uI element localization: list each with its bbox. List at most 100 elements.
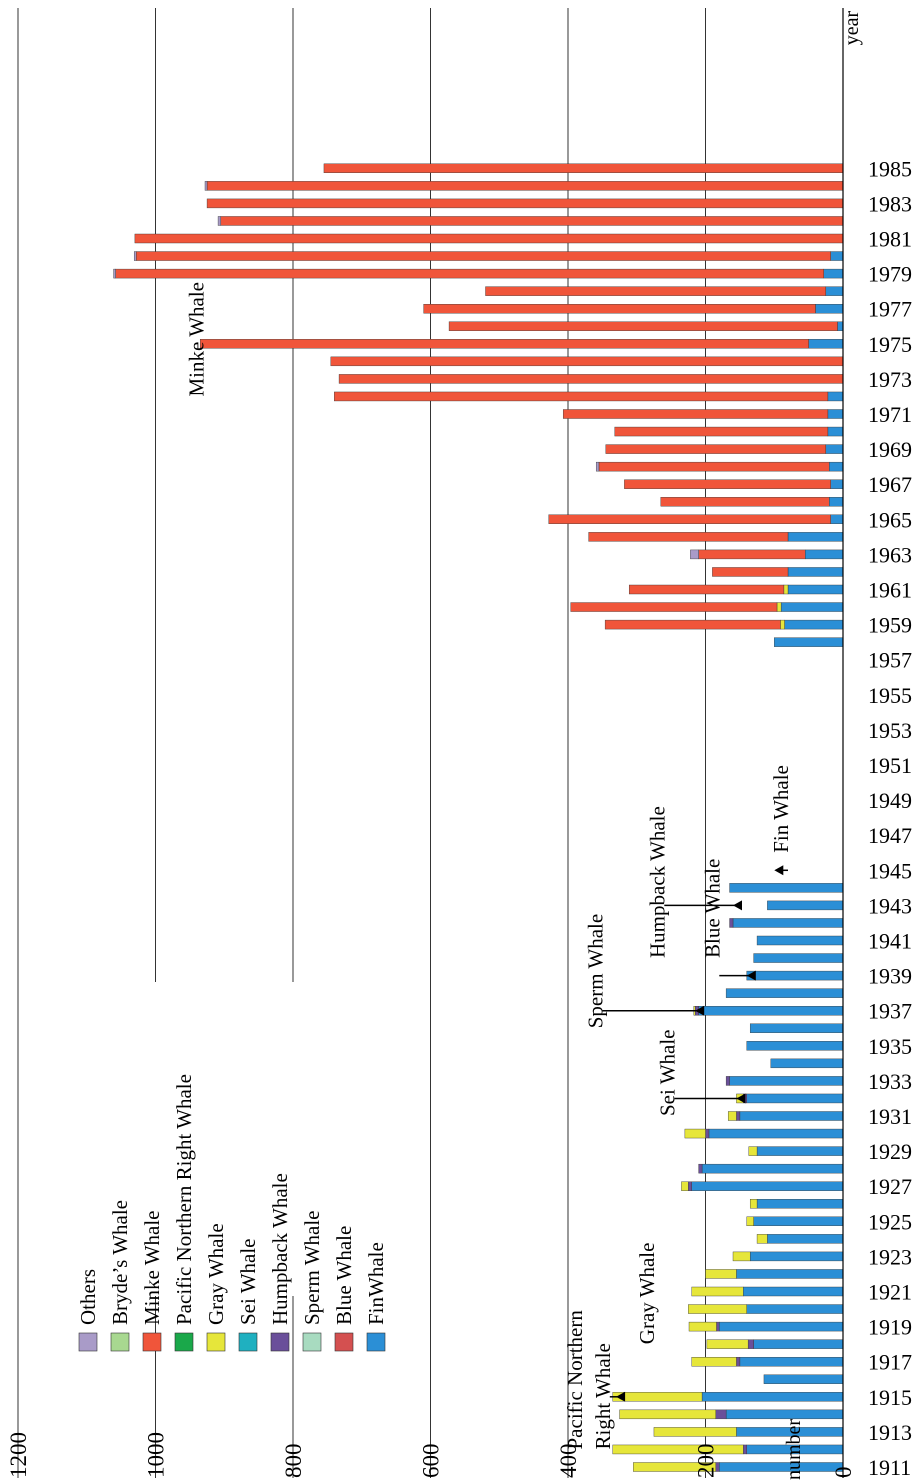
bar-1928-humpback-whale — [698, 1163, 703, 1174]
bar-1926-gray-whale — [749, 1199, 758, 1209]
bar-1972-minke-whale — [334, 391, 829, 402]
bar-1938-finwhale — [725, 988, 844, 998]
year-tick-label: 1961 — [868, 578, 912, 603]
bar-1984-minke-whale — [206, 181, 844, 191]
legend-item: Sei Whale — [236, 1238, 260, 1352]
bar-1933-humpback-whale — [725, 1076, 730, 1086]
bar-1930-gray-whale — [684, 1128, 706, 1139]
bar-1966-minke-whale — [660, 497, 830, 507]
annotation-minke-whale: Minke Whale — [185, 282, 209, 397]
bar-1978-minke-whale — [485, 286, 827, 296]
value-tick-label: 0 — [831, 1467, 856, 1479]
bar-1974-minke-whale — [330, 356, 844, 367]
year-tick-label: 1957 — [868, 648, 912, 673]
bar-1932-finwhale — [746, 1093, 844, 1104]
bar-1958-finwhale — [774, 637, 844, 647]
bar-1944-finwhale — [729, 883, 844, 893]
bar-1933-finwhale — [729, 1076, 844, 1086]
legend-label: Humpback Whale — [268, 1173, 292, 1325]
annotation-arrow-head — [695, 1005, 705, 1016]
bar-1982-minke-whale — [220, 216, 844, 226]
bar-1969-finwhale — [825, 444, 844, 454]
legend-swatch — [174, 1332, 194, 1352]
bar-1919-finwhale — [719, 1321, 844, 1332]
legend-label: FinWhale — [364, 1242, 388, 1325]
annotation-layer: Minke Whale Fin Whale Blue Whale Humpback W… — [185, 282, 793, 1450]
bar-1917-gray-whale — [691, 1356, 737, 1367]
value-tick-label: 400 — [556, 1444, 581, 1479]
value-tick-label: 800 — [281, 1444, 306, 1479]
bar-1977-minke-whale — [423, 304, 816, 314]
bar-1973-minke-whale — [338, 374, 844, 384]
annotation-label: Blue Whale — [700, 859, 724, 958]
bar-1962-minke-whale — [712, 567, 789, 577]
annotation-label: Gray Whale — [635, 1243, 659, 1345]
year-tick-label: 1937 — [868, 999, 912, 1024]
year-tick-label: 1943 — [868, 893, 912, 918]
bar-1975-finwhale — [808, 339, 844, 349]
bar-1981-minke-whale — [134, 233, 844, 244]
bar-1913-gray-whale — [653, 1427, 737, 1437]
bar-1968-finwhale — [829, 461, 844, 472]
axis-layer: 1911 1913 1915 1917 1919 1921 1923 1925 1927 1929… — [6, 8, 912, 1480]
bar-1935-finwhale — [746, 1041, 844, 1051]
bar-1963-others — [690, 549, 699, 560]
year-tick-label: 1981 — [868, 227, 912, 252]
annotation-label: Humpback Whale — [645, 806, 669, 958]
bar-1941-finwhale — [756, 935, 844, 946]
bar-1971-finwhale — [827, 409, 844, 419]
bar-1961-gray-whale — [783, 584, 789, 595]
bar-1920-finwhale — [746, 1304, 844, 1314]
bar-1919-gray-whale — [688, 1321, 717, 1332]
year-tick-label: 1913 — [868, 1420, 912, 1445]
bar-1982-others — [217, 216, 222, 226]
bar-1931-finwhale — [739, 1111, 844, 1121]
bar-1914-gray-whale — [619, 1409, 717, 1420]
bar-1960-minke-whale — [570, 602, 778, 612]
year-tick-label: 1955 — [868, 683, 912, 708]
bar-1967-minke-whale — [624, 479, 831, 489]
bar-1977-finwhale — [815, 304, 844, 314]
year-tick-label: 1933 — [868, 1069, 912, 1094]
bar-1959-gray-whale — [780, 619, 785, 630]
year-tick-label: 1911 — [868, 1455, 911, 1480]
bar-1980-others — [133, 251, 137, 261]
bar-1975-minke-whale — [199, 339, 809, 349]
annotation-fin-whale: Fin Whale — [769, 765, 793, 876]
legend-swatch — [366, 1332, 386, 1352]
year-tick-label: 1985 — [868, 156, 912, 181]
bar-1962-finwhale — [787, 567, 844, 577]
bar-1976-minke-whale — [448, 321, 838, 331]
bar-1919-humpback-whale — [716, 1321, 720, 1332]
bar-1966-finwhale — [829, 497, 844, 507]
bar-1963-finwhale — [804, 549, 844, 560]
year-tick-label: 1979 — [868, 262, 912, 287]
bar-1912-gray-whale — [612, 1444, 744, 1455]
legend-label: Blue Whale — [332, 1226, 356, 1325]
bar-1918-gray-whale — [706, 1339, 749, 1349]
bar-1967-finwhale — [830, 479, 844, 489]
legend-item: Gray Whale — [204, 1223, 228, 1352]
legend-label: Pacific Northern Right Whale — [172, 1074, 196, 1325]
legend-label: Sei Whale — [236, 1238, 260, 1325]
bar-1926-finwhale — [756, 1199, 844, 1209]
year-tick-label: 1947 — [868, 823, 912, 848]
bar-1985-minke-whale — [323, 163, 844, 174]
bar-1927-gray-whale — [681, 1181, 689, 1191]
year-tick-label: 1917 — [868, 1350, 912, 1375]
bar-1971-minke-whale — [562, 409, 829, 419]
bar-1927-finwhale — [691, 1181, 844, 1191]
bar-1918-finwhale — [753, 1339, 844, 1349]
year-tick-label: 1925 — [868, 1209, 912, 1234]
year-tick-label: 1921 — [868, 1280, 912, 1305]
year-tick-label: 1951 — [868, 753, 912, 778]
annotation-sperm-whale: Sperm Whale — [583, 914, 705, 1028]
year-tick-label: 1915 — [868, 1385, 912, 1410]
year-tick-label: 1927 — [868, 1174, 912, 1199]
bar-1921-gray-whale — [691, 1286, 744, 1297]
year-tick-label: 1931 — [868, 1104, 912, 1129]
bar-1917-finwhale — [739, 1356, 844, 1367]
legend-item: Others — [76, 1269, 100, 1352]
bar-1980-minke-whale — [136, 251, 831, 261]
year-axis-title: year — [841, 10, 863, 45]
